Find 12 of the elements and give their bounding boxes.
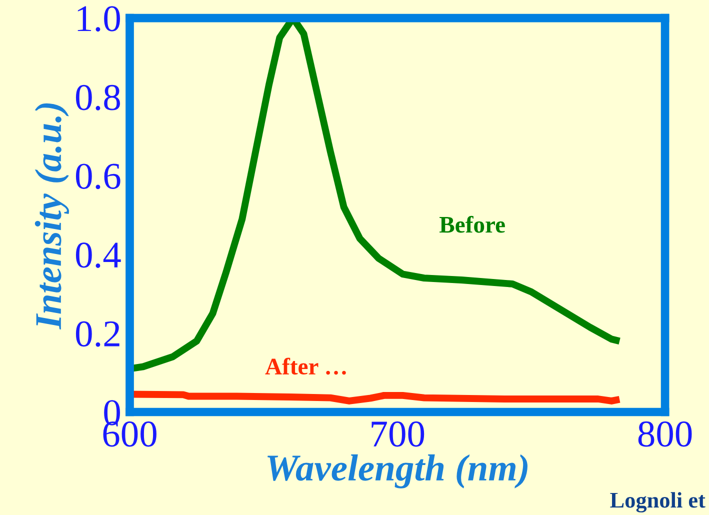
y-tick-label: 0.6 — [76, 164, 120, 190]
y-tick-label: 0.8 — [76, 84, 120, 110]
y-axis-title: Intensity (a.u.) — [34, 103, 69, 330]
y-tick-label: 0.4 — [76, 242, 121, 268]
series-label: Before — [440, 216, 505, 233]
x-axis-title: Wavelength (nm) — [268, 454, 528, 488]
x-tick-label: 700 — [372, 421, 424, 447]
series-label: After … — [265, 358, 346, 375]
x-tick-label: 800 — [638, 421, 692, 447]
y-tick-label: 0.2 — [76, 321, 120, 347]
text: Lognoli et — [610, 492, 706, 512]
y-tick-label: 1.0 — [78, 6, 120, 32]
